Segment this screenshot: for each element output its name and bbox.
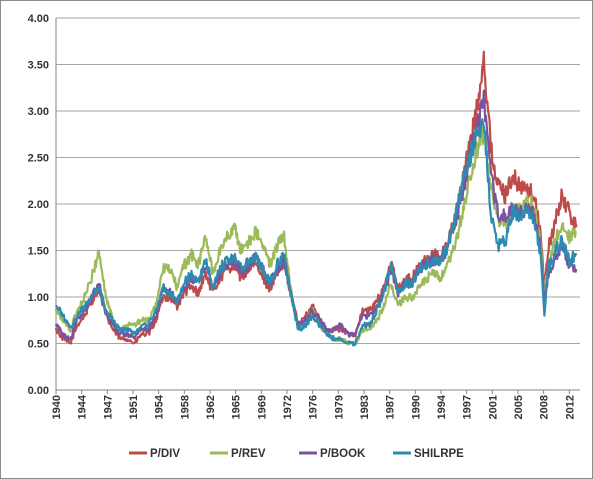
x-tick-label: 1944 [77, 394, 89, 419]
y-tick-label: 2.00 [28, 199, 49, 211]
legend-label: P/DIV [150, 448, 180, 460]
x-tick-label: 2012 [564, 395, 576, 419]
series-lines [54, 50, 578, 347]
x-tick-label: 1969 [256, 395, 268, 419]
x-tick-label: 1987 [385, 395, 397, 419]
x-tick-label: 1947 [102, 395, 114, 419]
x-tick-label: 1979 [333, 395, 345, 419]
x-tick-label: 1997 [462, 395, 474, 419]
x-axis-ticks: 1940 1944 1947 1951 1954 1958 1962 1965 1969 1972… [51, 394, 576, 419]
series-line-shilrpe [55, 118, 578, 347]
y-tick-label: 1.00 [28, 292, 49, 304]
x-tick-label: 1972 [282, 395, 294, 419]
y-tick-label: 3.00 [28, 106, 49, 118]
x-tick-label: 1994 [436, 394, 448, 419]
y-tick-label: 4.00 [28, 13, 49, 25]
x-tick-label: 1958 [179, 395, 191, 419]
x-tick-label: 2005 [513, 395, 525, 419]
y-tick-label: 1.50 [28, 246, 49, 258]
x-tick-label: 2001 [487, 395, 499, 419]
y-tick-label: 0.00 [28, 385, 49, 397]
x-tick-label: 1951 [128, 395, 140, 419]
legend-label: SHILRPE [414, 448, 464, 460]
series-line-p-book [54, 89, 578, 341]
x-tick-label: 1940 [51, 395, 63, 419]
x-tick-label: 1954 [154, 394, 166, 419]
gridlines [56, 17, 580, 344]
y-axis-ticks: 0.00 0.50 1.00 1.50 2.00 2.50 3.00 3.50 4.00 [28, 13, 49, 397]
legend: P/DIV P/REV P/BOOK SHILRPE [129, 448, 464, 460]
x-tick-label: 1976 [308, 395, 320, 419]
x-tick-label: 1962 [205, 395, 217, 419]
x-tick-label: 1990 [410, 395, 422, 419]
y-tick-label: 0.50 [28, 339, 49, 351]
y-tick-label: 3.50 [28, 60, 49, 72]
x-tick-label: 2008 [539, 395, 551, 419]
x-tick-label: 1965 [231, 395, 243, 419]
y-tick-label: 2.50 [28, 153, 49, 165]
legend-label: P/REV [231, 448, 266, 460]
series-line-p-div [54, 50, 578, 345]
x-tick-label: 1983 [359, 395, 371, 419]
legend-label: P/BOOK [320, 448, 366, 460]
